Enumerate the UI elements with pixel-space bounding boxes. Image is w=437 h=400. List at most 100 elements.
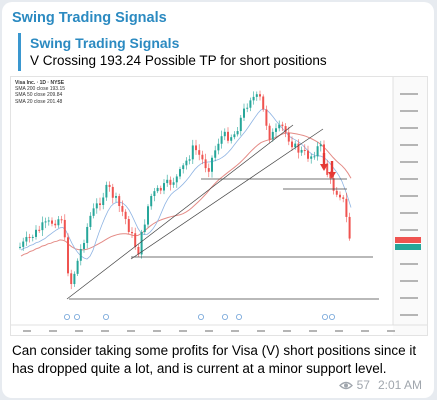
candle-body <box>44 221 47 223</box>
candle-body <box>19 246 21 248</box>
candle-body <box>185 160 188 166</box>
price-tick <box>400 263 418 265</box>
candle-body <box>89 215 92 227</box>
candle-body <box>332 178 335 191</box>
reply-quote[interactable]: Swing Trading Signals V Crossing 193.24 … <box>18 33 418 71</box>
candle-body <box>79 248 82 261</box>
candle-body <box>150 196 153 207</box>
candle-body <box>166 179 169 184</box>
candle-body <box>243 108 245 118</box>
candle-body <box>95 203 98 209</box>
candle-body <box>233 134 236 138</box>
candle-body <box>217 143 220 151</box>
candle-body <box>313 156 316 158</box>
candle-body <box>268 125 271 140</box>
candle-body <box>335 190 338 195</box>
reply-sender: Swing Trading Signals <box>30 35 180 51</box>
candle-body <box>214 150 217 158</box>
candle-body <box>249 100 252 108</box>
time-tick <box>75 330 83 332</box>
candle-body <box>57 219 60 226</box>
candle-body <box>345 198 348 217</box>
event-marker <box>328 313 335 320</box>
candle-body <box>271 131 274 140</box>
candle-body <box>159 187 162 191</box>
event-marker <box>197 313 204 320</box>
candle-body <box>51 220 53 224</box>
candle-body <box>198 150 201 155</box>
time-tick <box>231 330 239 332</box>
message-time: 2:01 AM <box>377 378 422 392</box>
candle-body <box>195 145 197 151</box>
time-tick <box>335 330 343 332</box>
candle-body <box>41 222 44 231</box>
candle-body <box>28 236 31 238</box>
candle-body <box>300 149 303 153</box>
candle-body <box>143 224 146 233</box>
candle-body <box>255 94 258 97</box>
candle-body <box>86 226 89 243</box>
chart-symbol: Visa Inc. · 1D · NYSE <box>15 80 65 86</box>
price-tick <box>400 127 418 129</box>
candle-body <box>191 145 194 160</box>
candle-body <box>179 169 181 177</box>
candle-body <box>124 211 127 220</box>
chart-legend: Visa Inc. · 1D · NYSE SMA 200 close 193.… <box>15 80 65 105</box>
candle-body <box>259 94 261 97</box>
candle-body <box>137 247 140 255</box>
trendline <box>66 124 294 300</box>
candle-body <box>303 149 306 151</box>
chart-screenshot[interactable]: Visa Inc. · 1D · NYSE SMA 200 close 193.… <box>10 76 428 336</box>
candle-body <box>211 157 213 172</box>
price-tick <box>400 229 418 231</box>
candle-body <box>70 273 73 285</box>
trendline <box>130 128 324 260</box>
candle-body <box>25 236 28 242</box>
candle-body <box>284 126 287 133</box>
candle-body <box>67 237 69 274</box>
candle-body <box>60 219 63 221</box>
candle-body <box>291 141 293 148</box>
candle-body <box>275 128 277 132</box>
price-tick <box>400 161 418 163</box>
event-marker <box>221 313 228 320</box>
candle-body <box>111 186 114 198</box>
time-tick <box>257 330 265 332</box>
candle-body <box>47 220 50 222</box>
candle-body <box>342 197 345 199</box>
message-text: Can consider taking some profits for Vis… <box>12 343 417 376</box>
time-tick <box>387 330 395 332</box>
time-tick <box>127 330 135 332</box>
candle-body <box>175 176 178 183</box>
candle-body <box>99 203 101 206</box>
down-arrow-shaft <box>322 153 326 165</box>
candle-body <box>54 223 57 226</box>
event-marker <box>64 313 71 320</box>
sma-short-line <box>20 108 352 260</box>
candle-body <box>31 236 34 238</box>
time-tick <box>179 330 187 332</box>
event-marker <box>321 313 328 320</box>
sender-name[interactable]: Swing Trading Signals <box>12 10 167 26</box>
candle-body <box>227 131 229 141</box>
candle-body <box>220 136 223 144</box>
event-marker <box>235 313 242 320</box>
candle-body <box>105 184 108 198</box>
sma-long-line <box>20 132 352 257</box>
candle-body <box>239 117 242 132</box>
candle-body <box>108 184 111 187</box>
candle-body <box>326 163 329 175</box>
candle-body <box>287 132 290 142</box>
price-tick <box>400 178 418 180</box>
candle-body <box>38 229 41 231</box>
candle-body <box>76 260 79 274</box>
time-tick <box>309 330 317 332</box>
candle-body <box>134 233 137 248</box>
price-tick <box>400 144 418 146</box>
price-scale <box>393 77 427 335</box>
price-tick <box>400 110 418 112</box>
sma-price-label <box>395 244 421 250</box>
candle-body <box>294 143 297 148</box>
time-tick <box>283 330 291 332</box>
time-tick <box>361 330 369 332</box>
